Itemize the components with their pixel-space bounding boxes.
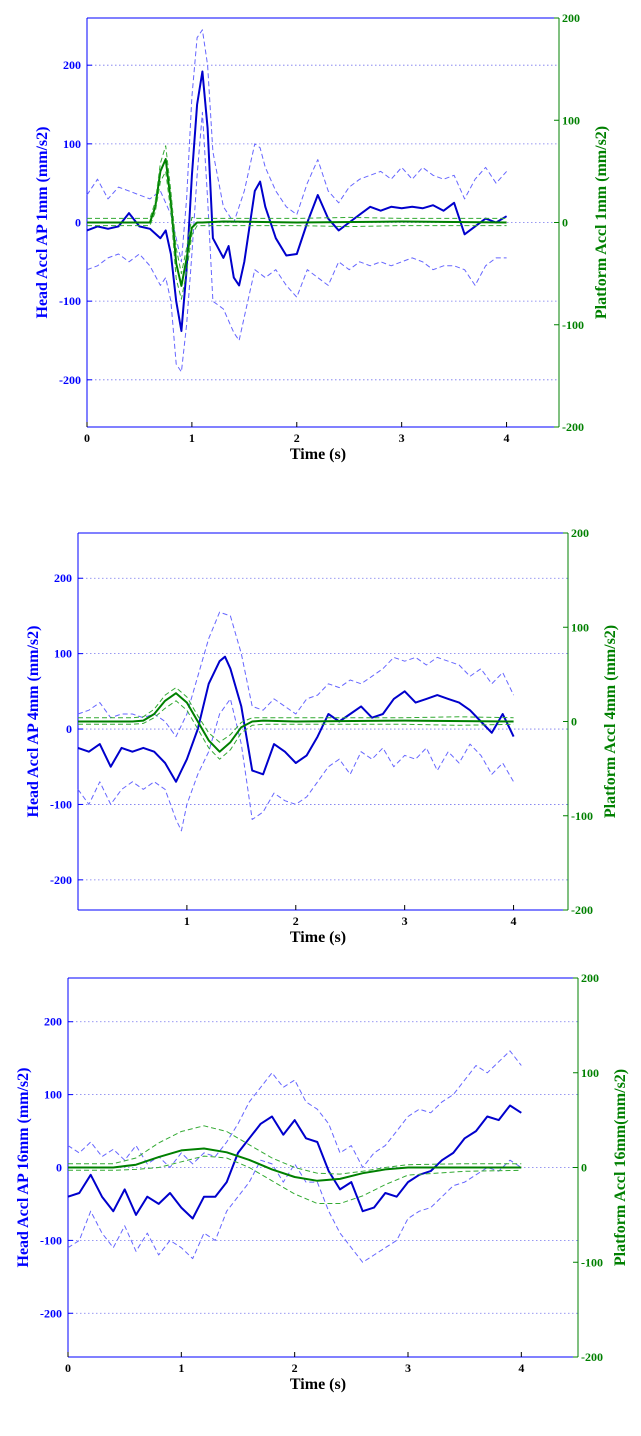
series-line-platform-lower [78, 700, 514, 760]
series-line-platform-upper [87, 145, 507, 275]
chart-panel-2: -200 -100 0 100 200 -200 -100 0 100 200 1 2 3 4 Time (… [25, 526, 619, 946]
x-axis-label: Time (s) [290, 446, 346, 463]
left-tick-label: -200 [40, 1306, 62, 1320]
left-axis-label: Head Accl AP 1mm (mm/s2) [34, 127, 51, 319]
right-tick-label: 200 [581, 971, 599, 985]
series-line-head-mean [77, 655, 515, 783]
right-tick-label: 200 [562, 11, 580, 25]
series-line-head-upper [67, 1050, 522, 1168]
right-tick-label: 0 [581, 1161, 587, 1175]
right-tick-label: 200 [571, 526, 589, 540]
left-tick-label: -100 [40, 1233, 62, 1247]
x-tick-label: 1 [178, 1361, 184, 1375]
right-tick-label: 0 [571, 715, 577, 729]
right-tick-label: -200 [571, 903, 593, 917]
series-line-platform-mean [68, 1147, 522, 1182]
left-axis-label: Head Accl AP 16mm (mm/s2) [15, 1068, 32, 1268]
left-tick-label: 0 [66, 722, 72, 736]
right-tick-label: 100 [562, 113, 580, 127]
series-line-head-lower [67, 1159, 522, 1263]
series-line-head-lower [86, 111, 507, 373]
series-line-platform-lower [87, 170, 507, 300]
left-tick-label: -100 [59, 294, 81, 308]
x-axis-label: Time (s) [290, 929, 346, 946]
left-tick-label: 0 [56, 1161, 62, 1175]
series-line-platform-mean [78, 692, 514, 753]
chart-panel-1: -200 -100 0 100 200 -200 -100 0 100 200 0 1 2 3 4 Time … [34, 11, 610, 463]
right-axis-label: Platform Accl 4mm (mm/s2) [602, 625, 619, 818]
left-tick-label: 100 [54, 647, 72, 661]
left-tick-label: -200 [50, 873, 72, 887]
x-tick-label: 4 [518, 1361, 524, 1375]
series-line-head-mean [86, 70, 508, 332]
right-tick-label: 0 [562, 216, 568, 230]
x-tick-label: 2 [292, 1361, 298, 1375]
series-line-platform-upper [78, 687, 514, 743]
right-axis-label: Platform Accl 16mm(mm/s2) [612, 1069, 629, 1266]
left-tick-label: 200 [44, 1015, 62, 1029]
x-tick-label: 3 [399, 431, 405, 445]
x-tick-label: 1 [184, 914, 190, 928]
left-tick-label: -100 [50, 797, 72, 811]
x-tick-label: 4 [504, 431, 510, 445]
series-line-head-mean [67, 1104, 522, 1220]
series-line-head-lower [77, 698, 515, 832]
right-tick-label: -100 [581, 1255, 603, 1269]
left-axis-label: Head Accl AP 4mm (mm/s2) [25, 626, 42, 818]
x-axis-label: Time (s) [290, 1376, 346, 1393]
series-line-platform-lower [68, 1155, 522, 1204]
left-tick-label: 100 [44, 1088, 62, 1102]
right-tick-label: -100 [571, 809, 593, 823]
x-tick-label: 3 [402, 914, 408, 928]
x-tick-label: 0 [84, 431, 90, 445]
x-tick-label: 2 [294, 431, 300, 445]
right-tick-label: -200 [581, 1350, 603, 1364]
left-tick-label: -200 [59, 373, 81, 387]
chart-panel-3: -200 -100 0 100 200 -200 -100 0 100 200 0 1 2 3 4 Time … [15, 971, 629, 1393]
x-tick-label: 3 [405, 1361, 411, 1375]
left-tick-label: 100 [63, 137, 81, 151]
series-line-head-upper [86, 29, 507, 263]
left-tick-label: 0 [75, 216, 81, 230]
right-tick-label: -200 [562, 420, 584, 434]
left-tick-label: 200 [63, 58, 81, 72]
x-tick-label: 1 [189, 431, 195, 445]
x-tick-label: 4 [511, 914, 517, 928]
right-tick-label: 100 [581, 1066, 599, 1080]
x-tick-label: 2 [293, 914, 299, 928]
right-tick-label: 100 [571, 620, 589, 634]
right-axis-label: Platform Accl 1mm (mm/s2) [593, 126, 610, 319]
series-line-platform-upper [68, 1125, 522, 1175]
right-tick-label: -100 [562, 318, 584, 332]
series-line-platform-mean [87, 158, 507, 287]
left-tick-label: 200 [54, 571, 72, 585]
x-tick-label: 0 [65, 1361, 71, 1375]
